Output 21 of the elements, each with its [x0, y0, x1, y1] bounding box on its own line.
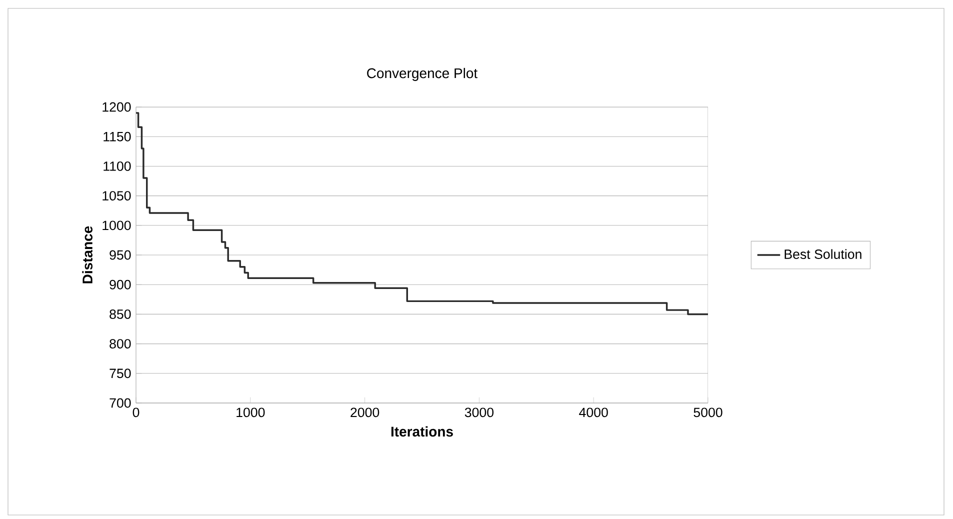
y-tick-label: 700: [110, 398, 131, 408]
y-tick-label: 750: [110, 368, 131, 378]
y-tick-label: 1150: [104, 132, 131, 142]
legend-label: Best Solution: [784, 249, 862, 259]
x-tick-label: 3000: [464, 408, 494, 418]
x-tick-label: 4000: [579, 408, 608, 418]
y-tick-label: 900: [110, 280, 131, 290]
chart-title: Convergence Plot: [367, 68, 478, 81]
x-tick-label: 2000: [350, 408, 380, 418]
y-tick-label: 850: [110, 309, 131, 319]
x-axis-title: Iterations: [391, 426, 453, 437]
x-tick-label: 1000: [236, 408, 265, 418]
y-tick-label: 800: [110, 339, 131, 349]
x-tick-label: 0: [132, 408, 140, 418]
y-tick-label: 1000: [102, 220, 131, 230]
y-tick-label: 1050: [102, 191, 131, 201]
y-tick-label: 1100: [104, 161, 131, 171]
y-tick-label: 1200: [102, 102, 131, 112]
y-tick-label: 950: [110, 250, 131, 260]
x-tick-label: 5000: [694, 408, 722, 418]
y-axis-title: Distance: [82, 226, 92, 284]
